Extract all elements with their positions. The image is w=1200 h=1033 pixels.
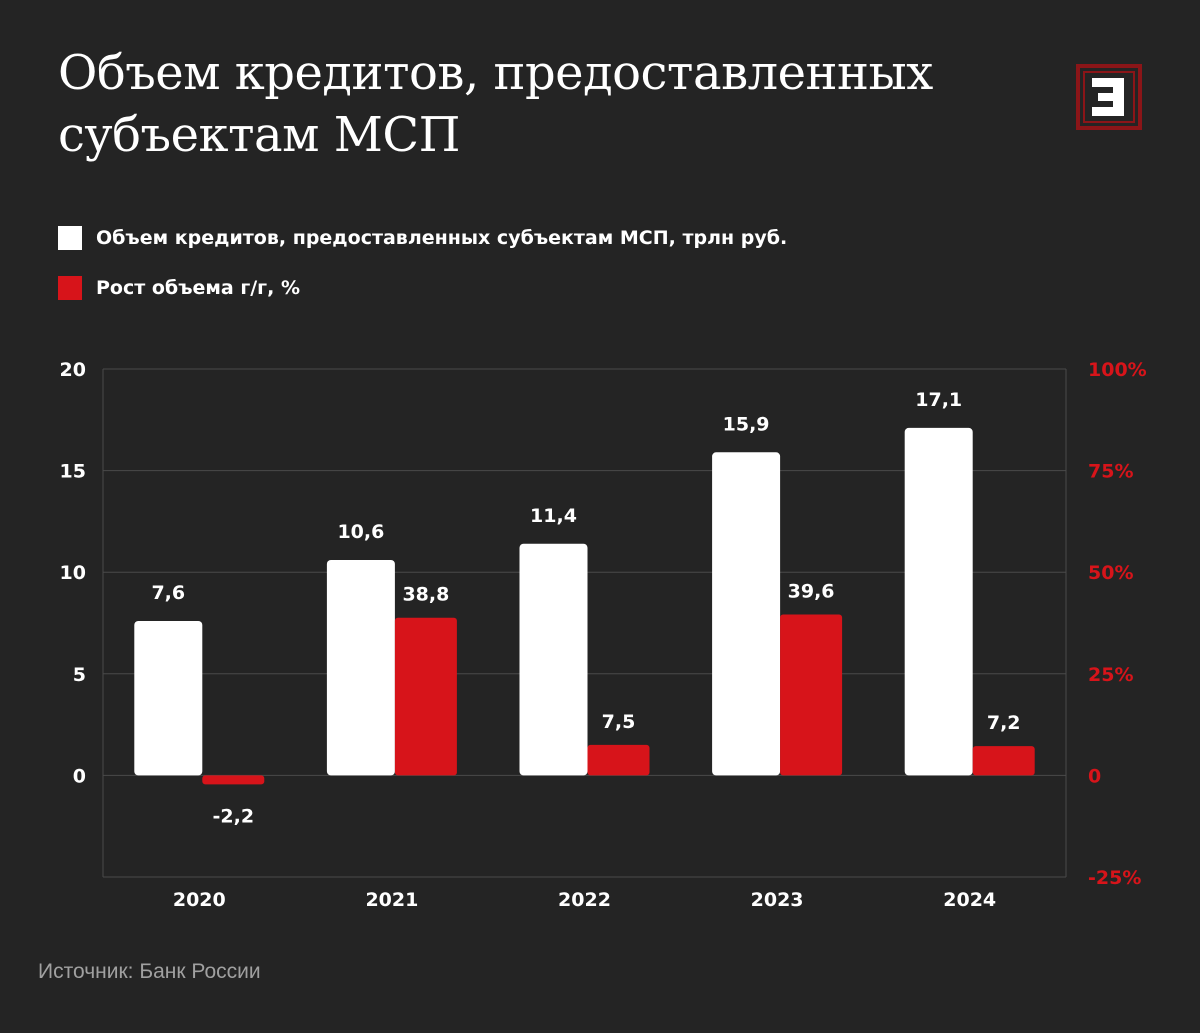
data-label-growth-2024: 7,2	[987, 712, 1021, 734]
bar-volume-2021	[326, 560, 395, 776]
x-tick-label-2024: 2024	[943, 889, 996, 911]
legend: Объем кредитов, предоставленных субъекта…	[58, 222, 787, 322]
bar-growth-2024	[972, 746, 1035, 776]
right-tick-label-1: 0	[1088, 765, 1101, 787]
legend-label-growth: Рост объема г/г, %	[96, 277, 300, 299]
bar-growth-2021	[394, 617, 457, 776]
right-tick-label-5: 100%	[1088, 359, 1147, 381]
e-logo-icon	[1076, 64, 1142, 130]
bar-volume-2022	[519, 543, 588, 776]
x-tick-label-2022: 2022	[558, 889, 611, 911]
data-label-growth-2022: 7,5	[602, 711, 636, 733]
right-tick-label-2: 25%	[1088, 664, 1133, 686]
bar-growth-2020	[202, 775, 265, 785]
chart-title: Объем кредитов, предоставленных субъекта…	[58, 45, 933, 163]
left-tick-label-5: 5	[73, 664, 86, 686]
data-label-volume-2023: 15,9	[723, 413, 770, 435]
bar-volume-2020	[134, 620, 203, 776]
right-tick-label-4: 75%	[1088, 461, 1133, 483]
legend-label-volume: Объем кредитов, предоставленных субъекта…	[96, 227, 788, 249]
data-label-growth-2023: 39,6	[788, 580, 835, 602]
legend-item-volume: Объем кредитов, предоставленных субъекта…	[58, 222, 787, 254]
bar-growth-2023	[780, 614, 843, 776]
data-label-volume-2022: 11,4	[530, 505, 577, 527]
left-tick-label-10: 10	[60, 562, 86, 584]
left-tick-label-0: 0	[73, 765, 86, 787]
x-tick-label-2020: 2020	[173, 889, 226, 911]
left-tick-label-20: 20	[60, 359, 86, 381]
source-note: Источник: Банк России	[38, 960, 261, 983]
bar-growth-2022	[587, 744, 650, 776]
data-label-volume-2021: 10,6	[337, 521, 384, 543]
legend-swatch-growth	[58, 276, 82, 300]
x-tick-label-2023: 2023	[751, 889, 804, 911]
left-tick-label-15: 15	[60, 461, 86, 483]
x-tick-label-2021: 2021	[365, 889, 418, 911]
right-tick-label-3: 50%	[1088, 562, 1133, 584]
data-label-volume-2024: 17,1	[915, 389, 962, 411]
legend-swatch-volume	[58, 226, 82, 250]
legend-item-growth: Рост объема г/г, %	[58, 272, 787, 304]
right-tick-label-0: -25%	[1088, 867, 1141, 889]
data-label-growth-2020: -2,2	[213, 805, 255, 827]
bar-volume-2023	[712, 452, 781, 776]
bar-volume-2024	[904, 427, 973, 776]
data-label-growth-2021: 38,8	[402, 584, 449, 606]
data-label-volume-2020: 7,6	[151, 582, 185, 604]
